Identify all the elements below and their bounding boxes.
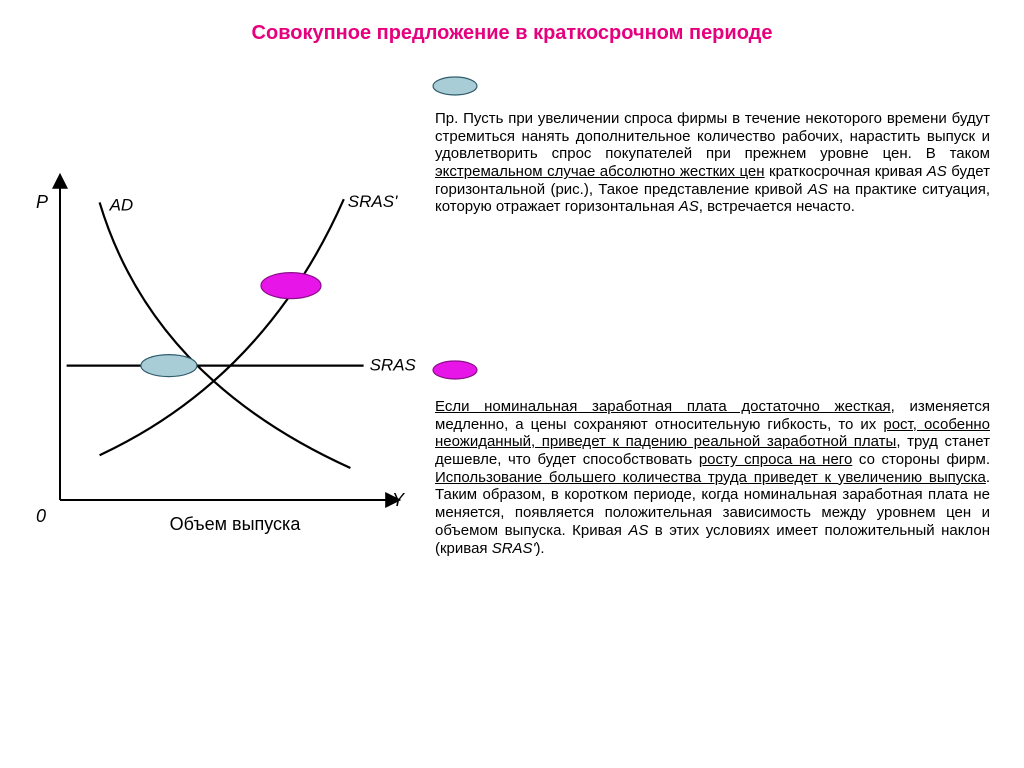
svg-text:SRAS': SRAS' xyxy=(348,192,398,211)
svg-text:P: P xyxy=(36,192,48,212)
svg-text:0: 0 xyxy=(36,506,46,526)
paragraph-2: Если номинальная заработная плата достат… xyxy=(435,398,990,557)
svg-text:AD: AD xyxy=(109,195,134,214)
svg-text:SRAS: SRAS xyxy=(370,356,417,375)
chart-caption: Объем выпуска xyxy=(80,514,390,535)
bullet-marker-2 xyxy=(431,359,479,381)
page-title: Совокупное предложение в краткосрочном п… xyxy=(0,22,1024,45)
paragraph-1: Пр. Пусть при увеличении спроса фирмы в … xyxy=(435,110,990,216)
svg-text:Y: Y xyxy=(392,490,406,510)
bullet-marker-1 xyxy=(431,75,479,97)
sras-chart: 0 Y P SRAS AD SRAS' xyxy=(20,170,420,540)
